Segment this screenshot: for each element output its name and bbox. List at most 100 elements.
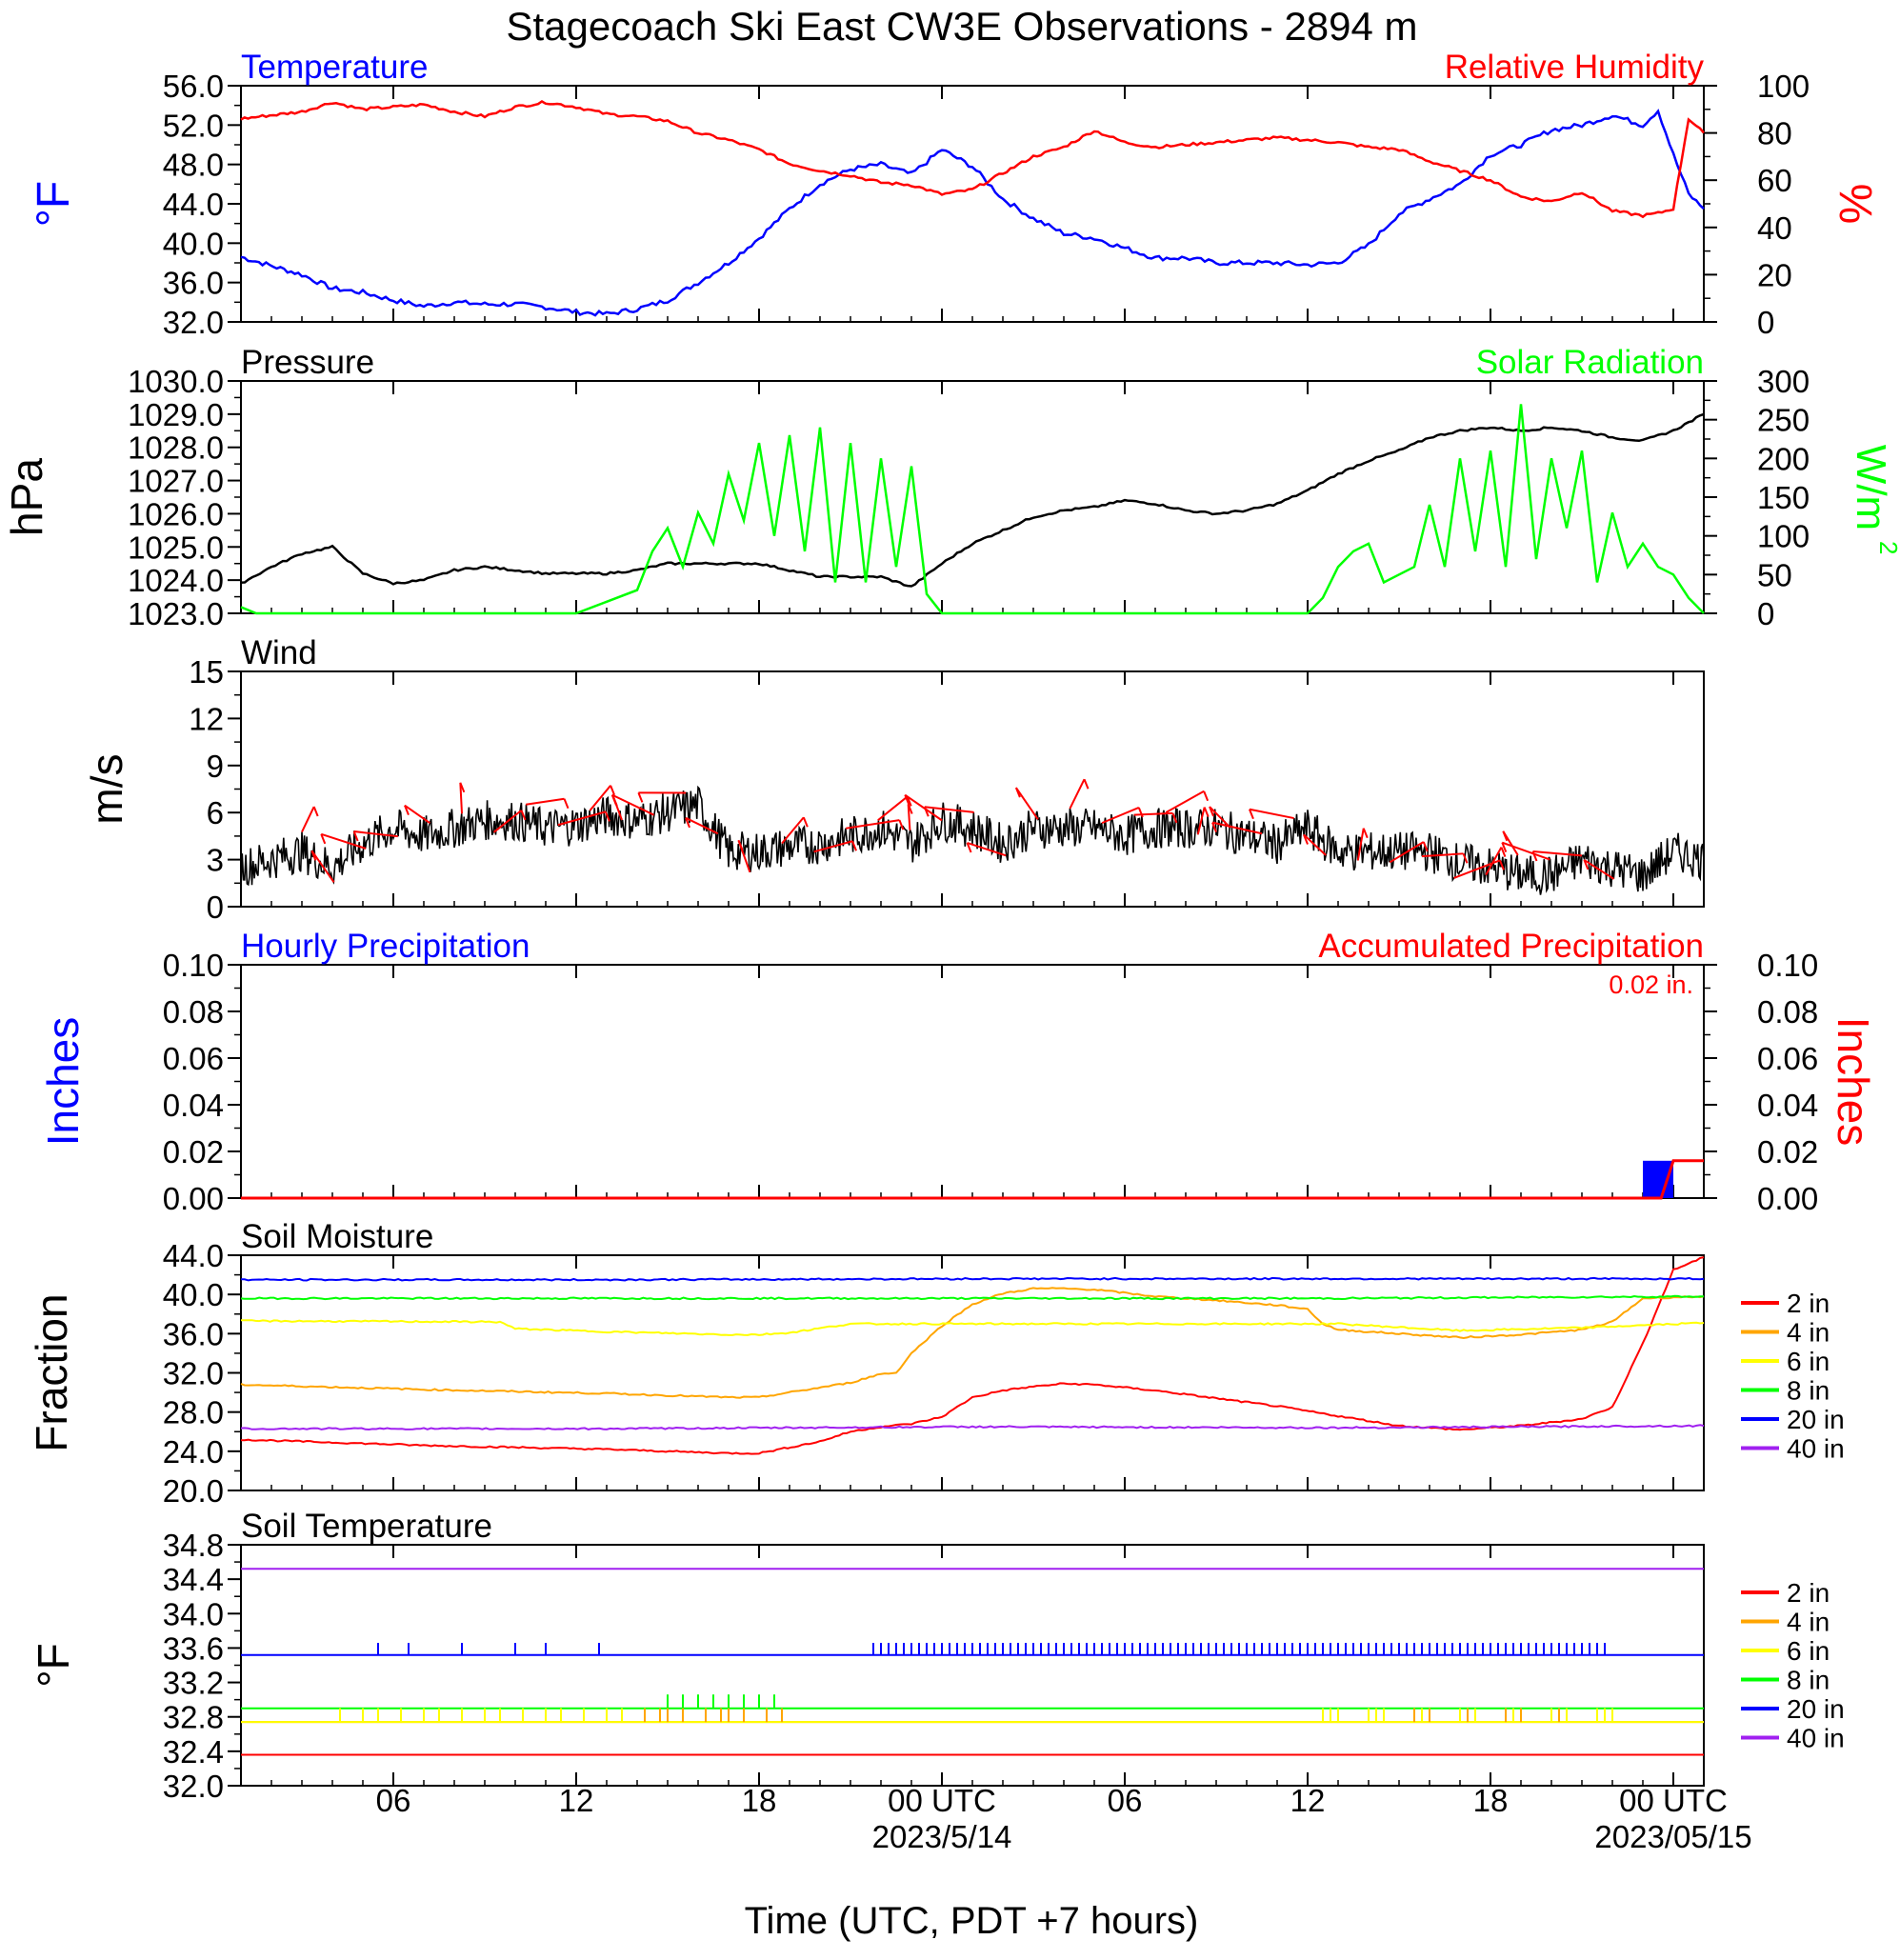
x-tick-label: 18 bbox=[742, 1783, 777, 1818]
y-tick-label: 0.02 bbox=[1757, 1134, 1818, 1170]
solar-unit-exponent: 2 bbox=[1874, 541, 1900, 554]
wind-barb-flag bbox=[1502, 830, 1509, 842]
temperature-line bbox=[240, 109, 1705, 317]
hourly-precip-title: Hourly Precipitation bbox=[241, 928, 530, 965]
y-tick-label: 100 bbox=[1757, 69, 1810, 104]
y-tick-label: 48.0 bbox=[163, 148, 224, 183]
wind-barb-flag bbox=[923, 806, 930, 817]
wind-barbs bbox=[301, 778, 1615, 883]
wind-barb-flag bbox=[1203, 807, 1210, 817]
x-tick-label: 06 bbox=[1108, 1783, 1143, 1818]
y-tick-label: 0 bbox=[207, 890, 224, 925]
wind-barb bbox=[589, 785, 611, 811]
wind-barb-flag bbox=[1422, 841, 1429, 852]
plot-frame bbox=[240, 964, 1705, 1199]
wind-barb-flag bbox=[1137, 807, 1144, 818]
y-tick-label: 44.0 bbox=[163, 1238, 224, 1273]
y-tick-label: 12 bbox=[189, 701, 224, 736]
y-tick-label: 0.08 bbox=[1757, 994, 1818, 1030]
y-tick-label: 33.6 bbox=[163, 1630, 224, 1666]
wind-barb bbox=[353, 830, 398, 838]
y-tick-label: 60 bbox=[1757, 163, 1792, 198]
y-tick-label: 1027.0 bbox=[128, 464, 224, 499]
wind-barb-flag bbox=[320, 833, 327, 845]
wind-barb-flag bbox=[563, 798, 570, 810]
x-tick-label: 18 bbox=[1473, 1783, 1509, 1818]
wind-barb-flag bbox=[1083, 778, 1090, 790]
y-tick-label: 1023.0 bbox=[128, 596, 224, 631]
legend-label: 2 in bbox=[1787, 1289, 1830, 1318]
plot-frame bbox=[240, 1254, 1705, 1491]
wind-barb bbox=[813, 840, 853, 853]
wind-barb-flag bbox=[802, 816, 809, 828]
left-y-ticks: 34.834.434.033.633.232.832.432.0 bbox=[163, 1528, 241, 1804]
y-tick-label: 150 bbox=[1757, 480, 1810, 515]
y-tick-label: 80 bbox=[1757, 116, 1792, 151]
legend-label: 40 in bbox=[1787, 1724, 1845, 1753]
left-y-ticks: 15 12 9 6 3 0 bbox=[189, 654, 241, 925]
x-ticks bbox=[240, 965, 1705, 1198]
wind-barb-flag bbox=[1211, 822, 1217, 832]
wind-barb-flag bbox=[352, 830, 359, 842]
solar-title: Solar Radiation bbox=[1476, 344, 1704, 381]
y-tick-label: 0.10 bbox=[1757, 948, 1818, 983]
accumulated-precip-line bbox=[241, 1159, 1704, 1200]
x-tick-label: 00 UTC bbox=[888, 1783, 996, 1818]
soil-moisture-unit: Fraction bbox=[27, 1293, 76, 1451]
wind-barb-flag bbox=[851, 840, 857, 851]
x-ticks bbox=[240, 86, 1705, 322]
wind-barb-flag bbox=[898, 819, 905, 830]
wind-barb-flag bbox=[904, 794, 910, 806]
wind-barb bbox=[1389, 841, 1425, 864]
legend-label: 8 in bbox=[1787, 1376, 1830, 1406]
y-tick-label: 56.0 bbox=[163, 69, 224, 104]
wind-barb-flag bbox=[1501, 842, 1508, 853]
legend-label: 8 in bbox=[1787, 1666, 1830, 1695]
wind-barb bbox=[907, 804, 911, 830]
solar-unit: W/m bbox=[1848, 445, 1894, 530]
y-tick-label: 32.4 bbox=[163, 1734, 224, 1770]
accum-precip-title: Accumulated Precipitation bbox=[1318, 928, 1704, 965]
humidity-title: Relative Humidity bbox=[1445, 49, 1705, 86]
legend-label: 20 in bbox=[1787, 1405, 1845, 1434]
wind-barb-flag bbox=[1462, 852, 1469, 864]
y-tick-label: 1025.0 bbox=[128, 530, 224, 565]
wind-barb bbox=[1069, 778, 1086, 810]
wind-barb bbox=[557, 810, 607, 827]
x-tick-label: 12 bbox=[1290, 1783, 1326, 1818]
wind-barb bbox=[967, 842, 1007, 857]
y-tick-label: 32.0 bbox=[163, 1769, 224, 1804]
wind-barb bbox=[404, 804, 430, 824]
wind-barb-flag bbox=[1014, 787, 1021, 798]
chart-title: Stagecoach Ski East CW3E Observations - … bbox=[506, 4, 1417, 49]
legend-label: 2 in bbox=[1787, 1578, 1830, 1608]
wind-barb-flag bbox=[966, 842, 972, 853]
soil-moisture-title: Soil Moisture bbox=[241, 1218, 433, 1255]
soil-moisture-line-4in bbox=[240, 1287, 1705, 1399]
y-tick-label: 0.10 bbox=[163, 948, 224, 983]
y-tick-label: 200 bbox=[1757, 441, 1810, 476]
accum-precip-total: 0.02 in. bbox=[1609, 970, 1693, 999]
wind-barb bbox=[1196, 807, 1206, 835]
wind-barb bbox=[526, 797, 565, 806]
soil-moisture-line-8in bbox=[240, 1294, 1704, 1301]
wind-barb-flag bbox=[459, 782, 466, 793]
wind-barb bbox=[1165, 790, 1205, 813]
wind-barb-flag bbox=[1583, 859, 1590, 870]
wind-barb-flag bbox=[310, 850, 317, 861]
wind-barb bbox=[1211, 821, 1263, 835]
wind-barb-flag bbox=[1209, 806, 1214, 817]
x-axis-label: Time (UTC, PDT +7 hours) bbox=[745, 1900, 1199, 1942]
y-tick-label: 0.00 bbox=[163, 1181, 224, 1216]
wind-barb-flag bbox=[1499, 859, 1505, 870]
soil-moisture-line-20in bbox=[240, 1276, 1705, 1282]
wind-barb bbox=[301, 806, 315, 833]
wind-barb-flag bbox=[1203, 790, 1210, 802]
y-tick-label: 0.02 bbox=[163, 1134, 224, 1170]
y-tick-label: 50 bbox=[1757, 557, 1792, 592]
hourly-precip-bar bbox=[1643, 1160, 1673, 1198]
plot-frame bbox=[240, 85, 1705, 323]
y-tick-label: 24.0 bbox=[163, 1434, 224, 1470]
wind-barb bbox=[685, 816, 719, 835]
